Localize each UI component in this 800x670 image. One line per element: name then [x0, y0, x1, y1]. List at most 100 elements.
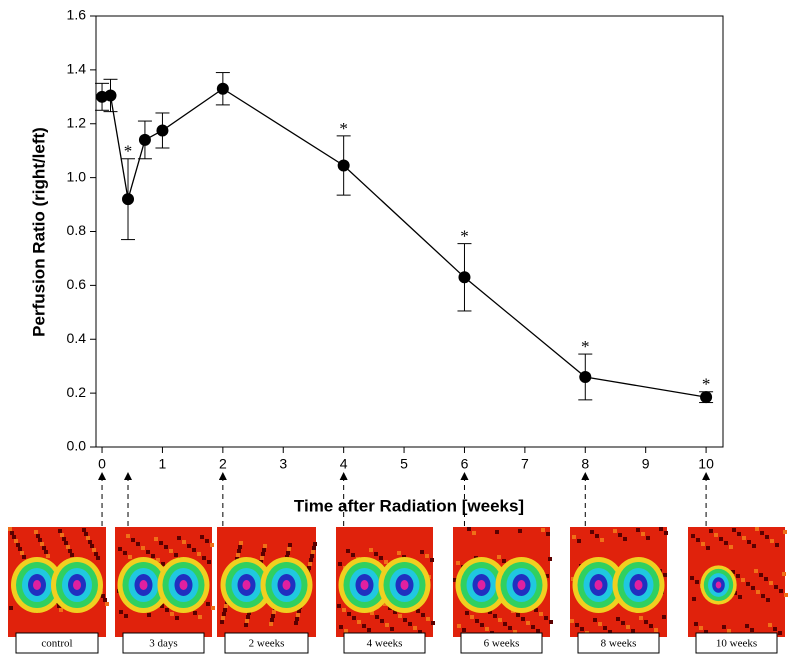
- scan-noise: [182, 540, 186, 544]
- scan-region: [139, 580, 148, 590]
- scan-noise: [160, 604, 164, 608]
- scan-noise: [357, 620, 361, 624]
- scan-noise: [339, 625, 343, 629]
- scan-noise: [46, 554, 50, 558]
- scan-noise: [380, 619, 384, 623]
- scan-noise: [161, 562, 165, 566]
- scan-noise: [210, 543, 214, 547]
- scan-region: [517, 580, 526, 590]
- scan-noise: [746, 582, 750, 586]
- scan-noise: [536, 629, 540, 633]
- scan-noise: [727, 629, 731, 633]
- scan-noise: [644, 620, 648, 624]
- scan-noise: [513, 630, 517, 634]
- scan-noise: [170, 612, 174, 616]
- scan-noise: [347, 612, 351, 616]
- scan-noise: [220, 620, 224, 624]
- scan-noise: [101, 594, 105, 598]
- scan-noise: [453, 578, 457, 582]
- scan-noise: [467, 527, 471, 531]
- scan-noise: [421, 613, 425, 617]
- scan-noise: [714, 533, 718, 537]
- scan-noise: [654, 628, 658, 632]
- scan-noise: [623, 537, 627, 541]
- scan-noise: [296, 613, 300, 617]
- scan-noise: [224, 604, 228, 608]
- scan-noise: [86, 536, 90, 540]
- scan-noise: [398, 614, 402, 618]
- scan-noise: [156, 558, 160, 562]
- scan-noise: [493, 614, 497, 618]
- scan-noise: [472, 531, 476, 535]
- scan-noise: [367, 628, 371, 632]
- scan-noise: [146, 550, 150, 554]
- thumbnail: 8 weeks: [570, 527, 668, 654]
- scan-noise: [745, 624, 749, 628]
- scan-noise: [123, 551, 127, 555]
- scan-noise: [402, 555, 406, 559]
- scan-noise: [393, 610, 397, 614]
- scan-noise: [413, 626, 417, 630]
- scan-noise: [495, 530, 499, 534]
- scan-noise: [549, 620, 553, 624]
- scan-noise: [310, 554, 314, 558]
- scan-noise: [662, 615, 666, 619]
- scan-noise: [57, 604, 61, 608]
- scan-noise: [62, 537, 66, 541]
- scan-region: [634, 580, 643, 590]
- scan-noise: [699, 626, 703, 630]
- scan-noise: [385, 623, 389, 627]
- scan-noise: [344, 629, 348, 633]
- scan-noise: [295, 617, 299, 621]
- data-point: [337, 159, 350, 172]
- scan-noise: [246, 615, 250, 619]
- scan-noise: [759, 573, 763, 577]
- scan-region: [179, 580, 188, 590]
- data-point: [216, 82, 229, 95]
- scan-region: [33, 580, 41, 590]
- scan-noise: [729, 545, 733, 549]
- scan-region: [360, 580, 369, 590]
- scan-noise: [151, 554, 155, 558]
- thumb-label-box: [122, 632, 205, 654]
- scan-noise: [338, 562, 342, 566]
- scan-noise: [719, 537, 723, 541]
- scan-noise: [497, 555, 501, 559]
- scan-noise: [608, 630, 612, 634]
- scan-noise: [308, 562, 312, 566]
- x-tick-label: 3: [279, 456, 287, 472]
- scan-noise: [307, 566, 311, 570]
- x-tick-label: 7: [521, 456, 529, 472]
- y-tick-label: 1.2: [67, 114, 87, 130]
- scan-noise: [222, 612, 226, 616]
- scan-noise: [384, 560, 388, 564]
- scan-noise: [205, 539, 209, 543]
- scan-noise: [312, 546, 316, 550]
- scan-noise: [756, 590, 760, 594]
- y-tick-label: 0.0: [67, 438, 87, 454]
- scan-noise: [784, 593, 788, 597]
- scan-noise: [639, 616, 643, 620]
- thumb-label-box: [695, 632, 778, 654]
- scan-noise: [616, 617, 620, 621]
- scan-noise: [598, 622, 602, 626]
- scan-noise: [141, 546, 145, 550]
- scan-noise: [766, 598, 770, 602]
- scan-noise: [420, 550, 424, 554]
- x-tick-label: 0: [98, 456, 106, 472]
- scan-noise: [12, 535, 16, 539]
- scan-noise: [626, 625, 630, 629]
- x-tick-label: 1: [159, 456, 167, 472]
- scan-noise: [309, 558, 313, 562]
- scan-noise: [692, 597, 696, 601]
- scan-noise: [545, 574, 549, 578]
- scan-noise: [10, 531, 14, 535]
- scan-noise: [313, 542, 317, 546]
- scan-noise: [174, 553, 178, 557]
- scan-noise: [244, 623, 248, 627]
- scan-noise: [206, 602, 210, 606]
- scan-noise: [147, 613, 151, 617]
- x-tick-label: 10: [698, 456, 714, 472]
- scan-noise: [430, 558, 434, 562]
- scan-noise: [475, 619, 479, 623]
